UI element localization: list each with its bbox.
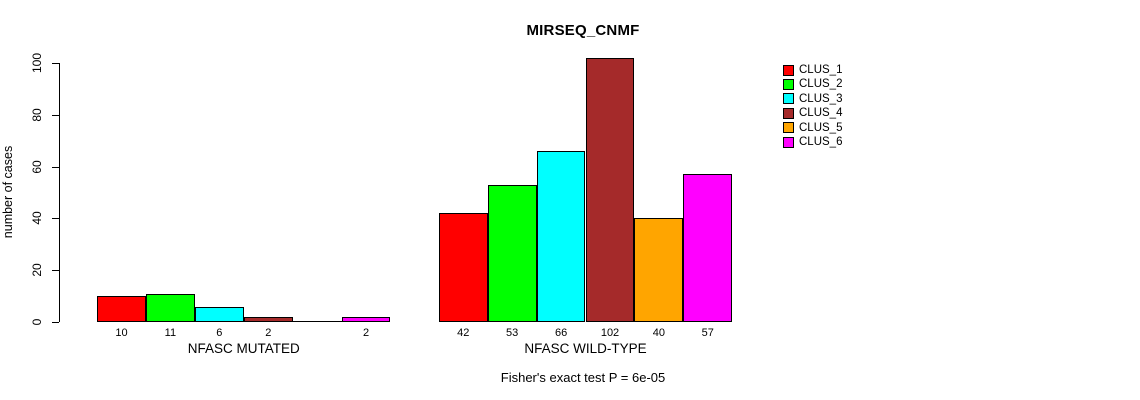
legend-swatch-clus-5 <box>783 122 794 134</box>
legend-swatch-clus-6 <box>783 136 794 148</box>
legend-swatch-clus-4 <box>783 107 794 119</box>
legend-label: CLUS_4 <box>799 107 843 120</box>
bar-nfasc-wild-type-clus-3 <box>536 151 586 322</box>
legend-label: CLUS_1 <box>799 64 843 76</box>
bar-value-label: 11 <box>164 327 177 339</box>
y-axis-tick-label: 40 <box>30 211 44 226</box>
y-axis-tick <box>52 63 59 64</box>
bar-value-label: 42 <box>457 327 470 339</box>
bar-value-label: 10 <box>115 327 128 339</box>
legend-item-clus-4: CLUS_4 <box>783 107 842 119</box>
bar-nfasc-mutated-clus-5 <box>292 321 342 322</box>
bar-nfasc-wild-type-clus-2 <box>487 184 537 322</box>
y-axis-tick-label: 0 <box>30 318 44 326</box>
bar-value-label: 102 <box>600 327 620 339</box>
bar-nfasc-wild-type-clus-1 <box>438 213 488 322</box>
y-axis-tick-label: 80 <box>30 108 44 122</box>
legend-label: CLUS_3 <box>799 92 843 105</box>
legend-item-clus-2: CLUS_2 <box>783 78 842 90</box>
legend-item-clus-5: CLUS_5 <box>783 122 842 134</box>
bar-value-label: 53 <box>505 327 519 339</box>
bar-value-label: 66 <box>554 327 568 339</box>
bar-nfasc-mutated-clus-6 <box>341 316 391 322</box>
legend-label: CLUS_6 <box>799 136 843 148</box>
chart-title: MIRSEQ_CNMF <box>526 22 640 39</box>
legend-label: CLUS_5 <box>799 121 843 134</box>
legend-swatch-clus-2 <box>783 78 794 90</box>
x-group-label-nfasc-mutated: NFASC MUTATED <box>187 341 300 356</box>
bar-value-label: 2 <box>265 327 272 339</box>
bar-value-label: 57 <box>701 327 714 339</box>
y-axis-tick-label: 20 <box>30 263 44 277</box>
y-axis-tick <box>52 322 59 323</box>
bar-nfasc-mutated-clus-2 <box>146 293 195 322</box>
legend-label: CLUS_2 <box>799 78 843 91</box>
fisher-test-caption: Fisher's exact test P = 6e-05 <box>500 370 666 385</box>
bar-value-label: 40 <box>652 327 666 339</box>
bar-nfasc-mutated-clus-3 <box>194 306 244 322</box>
y-axis-line <box>59 63 60 322</box>
bar-nfasc-mutated-clus-1 <box>97 296 146 322</box>
bar-nfasc-wild-type-clus-4 <box>585 57 635 322</box>
legend-swatch-clus-1 <box>783 64 794 76</box>
legend-swatch-clus-3 <box>783 93 794 105</box>
y-axis-title: number of cases <box>1 145 15 239</box>
legend-item-clus-3: CLUS_3 <box>783 93 842 105</box>
y-axis-tick <box>52 166 59 168</box>
y-axis-tick <box>52 218 59 220</box>
y-axis-tick <box>52 114 59 116</box>
bar-nfasc-mutated-clus-4 <box>243 316 293 322</box>
y-axis-tick-label: 60 <box>30 159 44 174</box>
x-group-label-nfasc-wild-type: NFASC WILD-TYPE <box>524 341 647 356</box>
y-axis-tick <box>52 270 59 272</box>
bar-nfasc-wild-type-clus-6 <box>683 174 733 322</box>
legend-item-clus-6: CLUS_6 <box>783 136 842 148</box>
bar-value-label: 6 <box>216 327 223 339</box>
bar-value-label: 2 <box>363 327 370 339</box>
y-axis-tick-label: 100 <box>30 52 44 74</box>
legend-item-clus-1: CLUS_1 <box>783 64 842 76</box>
bar-nfasc-wild-type-clus-5 <box>634 218 684 322</box>
